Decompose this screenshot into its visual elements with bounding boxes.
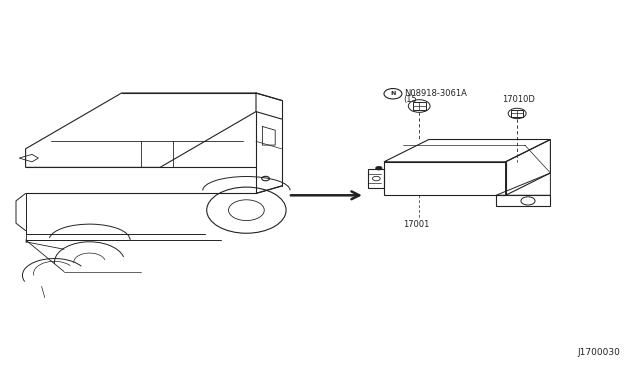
Text: 17001: 17001: [403, 220, 429, 229]
Text: N: N: [390, 91, 396, 96]
Text: (15: (15: [403, 95, 417, 104]
Circle shape: [376, 166, 382, 170]
Text: N08918-3061A: N08918-3061A: [404, 89, 467, 98]
Text: J1700030: J1700030: [578, 348, 621, 357]
Text: 17010D: 17010D: [502, 95, 535, 104]
